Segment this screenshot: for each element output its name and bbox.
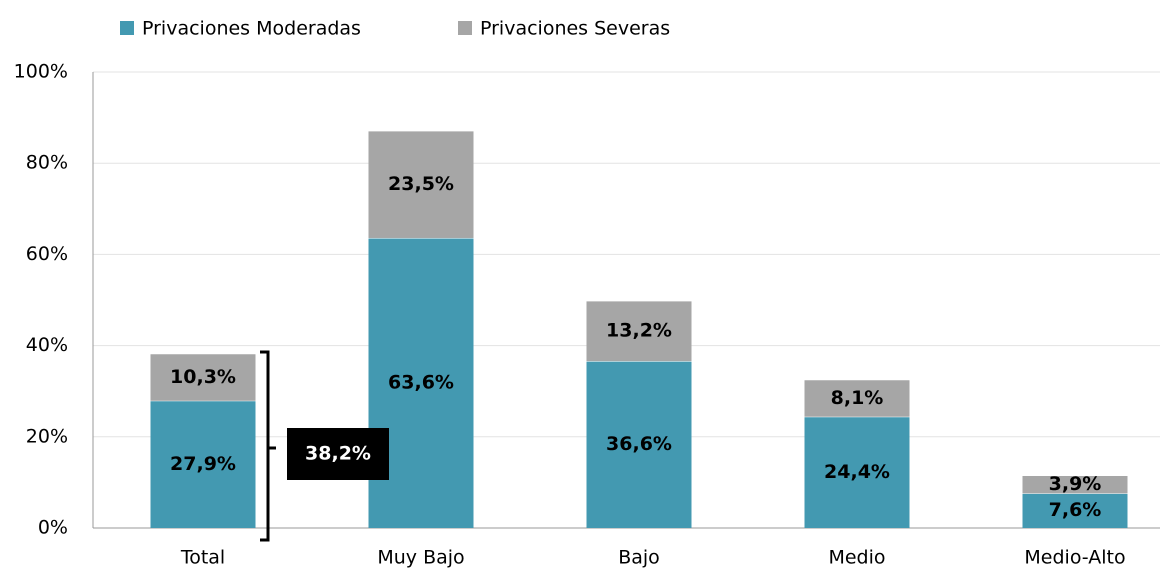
data-label: 3,9% bbox=[1049, 473, 1102, 495]
bracket bbox=[260, 350, 276, 542]
legend-swatch bbox=[458, 21, 472, 35]
bar-segment bbox=[1022, 493, 1128, 528]
data-label: 63,6% bbox=[388, 371, 454, 393]
x-tick-label: Medio bbox=[828, 547, 885, 569]
x-tick-label: Bajo bbox=[618, 547, 660, 569]
data-label: 23,5% bbox=[388, 173, 454, 195]
bar-segment bbox=[804, 416, 910, 528]
legend-swatch bbox=[120, 21, 134, 35]
bar-segment bbox=[804, 379, 910, 417]
data-label: 7,6% bbox=[1049, 499, 1102, 521]
x-tick-label: Muy Bajo bbox=[377, 547, 464, 569]
y-tick-label: 20% bbox=[26, 425, 68, 447]
y-tick-label: 60% bbox=[26, 243, 68, 265]
bar-segment bbox=[368, 130, 474, 238]
data-label: 27,9% bbox=[170, 453, 236, 475]
bar-segment bbox=[150, 400, 256, 528]
data-label: 8,1% bbox=[831, 387, 884, 409]
x-tick-label: Medio-Alto bbox=[1024, 547, 1125, 569]
y-tick-label: 0% bbox=[38, 517, 68, 539]
annotation: 38,2% bbox=[305, 443, 371, 465]
x-tick-label: Total bbox=[180, 547, 225, 569]
data-label: 10,3% bbox=[170, 366, 236, 388]
y-tick-label: 80% bbox=[26, 152, 68, 174]
data-label: 13,2% bbox=[606, 320, 672, 342]
data-label: 36,6% bbox=[606, 433, 672, 455]
y-tick-label: 40% bbox=[26, 334, 68, 356]
bar-segment bbox=[150, 353, 256, 401]
bar-segment bbox=[1022, 475, 1128, 494]
bar-segment bbox=[586, 300, 692, 362]
bar-segment bbox=[586, 361, 692, 528]
legend-label: Privaciones Moderadas bbox=[142, 18, 361, 40]
y-tick-label: 100% bbox=[14, 61, 68, 83]
legend-label: Privaciones Severas bbox=[480, 18, 670, 40]
data-label: 24,4% bbox=[824, 461, 890, 483]
annotation-box bbox=[287, 428, 389, 480]
